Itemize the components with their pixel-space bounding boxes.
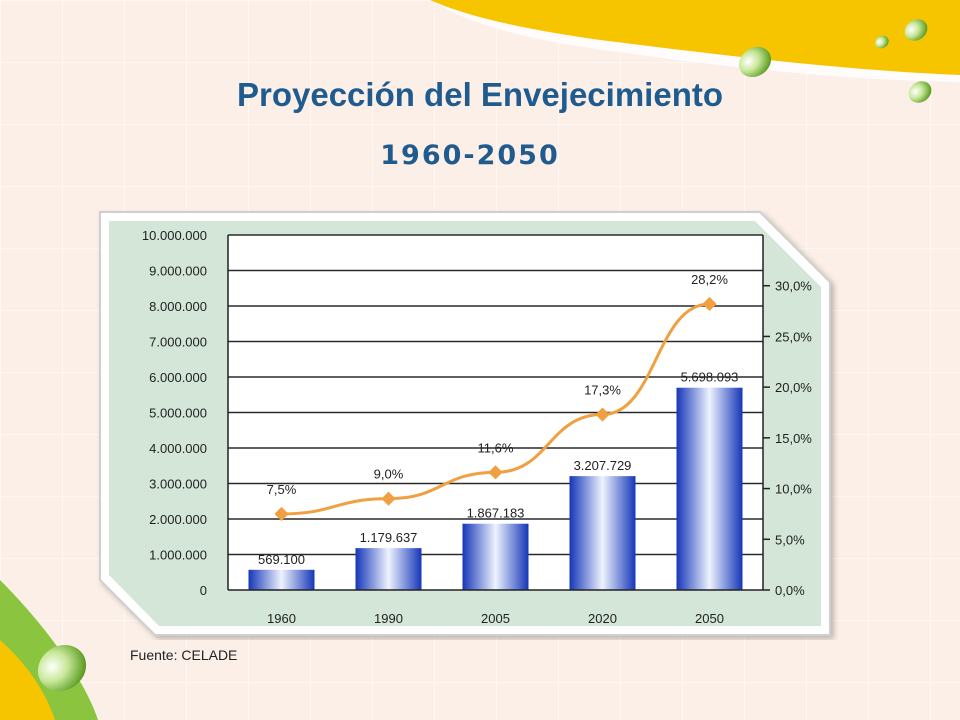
bar-value-label: 3.207.729 [574,458,632,473]
yellow-swoosh [430,0,960,75]
water-drop-icon [37,644,87,692]
y-left-tick-label: 4.000.000 [149,441,207,456]
bar-value-label: 1.867.183 [467,506,525,521]
bar [569,476,636,590]
y-right-tick-label: 30,0% [775,279,812,294]
y-right-tick-label: 0,0% [775,583,805,598]
water-drop-icon [738,46,772,78]
y-right-tick-label: 25,0% [775,329,812,344]
percentage-value-label: 17,3% [584,383,621,398]
bar-value-label: 1.179.637 [360,530,418,545]
percentage-value-label: 28,2% [691,272,728,287]
percentage-point [274,506,289,521]
x-tick-label: 1990 [374,611,403,626]
yellow-swoosh-bottom [0,640,55,720]
bar [462,523,529,590]
white-swoosh-top [430,0,960,82]
chart-frame: 0 1.000.000 2.000.000 3.000.000 4.000.000 5.0… [95,210,845,640]
y-right-tick-label: 10,0% [775,482,812,497]
percentage-value-label: 11,6% [478,440,514,455]
x-tick-label: 2020 [588,611,617,626]
percentage-point [381,491,396,506]
percentage-line [281,302,710,516]
y-left-tick-label: 5.000.000 [149,406,207,421]
bar-value-label: 569.100 [258,552,305,567]
aging-projection-chart: 0 1.000.000 2.000.000 3.000.000 4.000.000 5.0… [99,211,831,636]
bar [355,548,422,590]
y-left-tick-label: 2.000.000 [149,512,207,527]
slide-subtitle: 1960-2050 [380,140,560,171]
y-left-tick-label: 10.000.000 [142,228,207,243]
x-tick-label: 1960 [267,611,296,626]
bar [676,387,743,590]
percentage-value-label: 7,5% [267,482,297,497]
y-right-tick-label: 5,0% [775,532,805,547]
x-tick-label: 2050 [695,611,724,626]
x-tick-label: 2005 [481,611,510,626]
y-right-tick-label: 15,0% [775,431,812,446]
bar-value-label: 5.698.093 [681,370,739,385]
y-left-tick-label: 7.000.000 [149,335,207,350]
y-left-tick-label: 9.000.000 [149,264,207,279]
source-note: Fuente: CELADE [130,647,238,663]
bar [248,569,315,590]
water-drop-icon [875,35,889,49]
slide-title: Proyección del Envejecimiento [236,76,723,113]
y-left-tick-label: 8.000.000 [149,299,207,314]
y-left-tick-label: 3.000.000 [149,477,207,492]
percentage-point [702,296,717,312]
water-drop-icon [908,81,932,103]
y-left-tick-label: 1.000.000 [149,548,207,563]
percentage-point [488,465,503,480]
y-left-tick-label: 0 [200,583,207,598]
percentage-value-label: 9,0% [374,467,404,482]
water-drop-icon [904,19,928,41]
percentage-point [595,407,610,422]
y-left-tick-label: 6.000.000 [149,370,207,385]
y-right-tick-label: 20,0% [775,380,812,395]
